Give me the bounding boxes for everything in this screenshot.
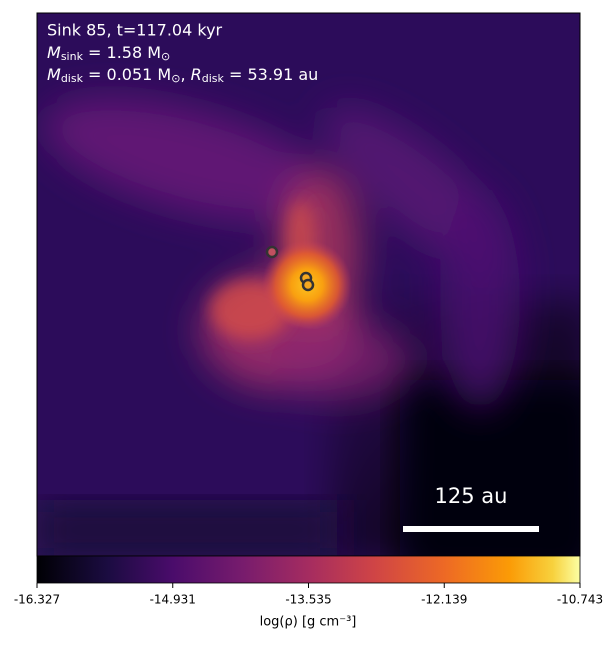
symbol: R [191, 65, 202, 84]
tick-label: -12.139 [421, 593, 467, 607]
tick-label: -16.327 [14, 593, 60, 607]
subscript: ⊙ [171, 72, 180, 85]
subscript: disk [202, 72, 225, 85]
title: Sink 85, t=117.04 kyr [47, 21, 223, 40]
subscript: sink [61, 50, 84, 63]
subscript: ⊙ [161, 50, 170, 63]
tick-label: -13.535 [285, 593, 331, 607]
text: , [180, 65, 190, 84]
colorbar-label: log(ρ) [g cm⁻³] [260, 615, 357, 630]
scale-bar-label: 125 au [435, 484, 508, 508]
subscript: disk [61, 72, 84, 85]
tick-label: -14.931 [150, 593, 196, 607]
text: = 1.58 M [83, 43, 161, 62]
text: = 53.91 au [224, 65, 318, 84]
tick-label: -10.743 [557, 593, 603, 607]
colorbar [36, 555, 581, 584]
annotation: Msink = 1.58 M⊙ [47, 43, 170, 64]
scale-bar [403, 526, 539, 532]
symbol: M [47, 43, 61, 62]
annotation: Mdisk = 0.051 M⊙, Rdisk = 53.91 au [47, 65, 318, 86]
density-map [37, 13, 580, 556]
sink-particles [265, 245, 315, 292]
symbol: M [47, 65, 61, 84]
text: = 0.051 M [83, 65, 171, 84]
colorbar-ticks: -16.327 -14.931 -13.535 -12.139 -10.743 [14, 583, 603, 607]
